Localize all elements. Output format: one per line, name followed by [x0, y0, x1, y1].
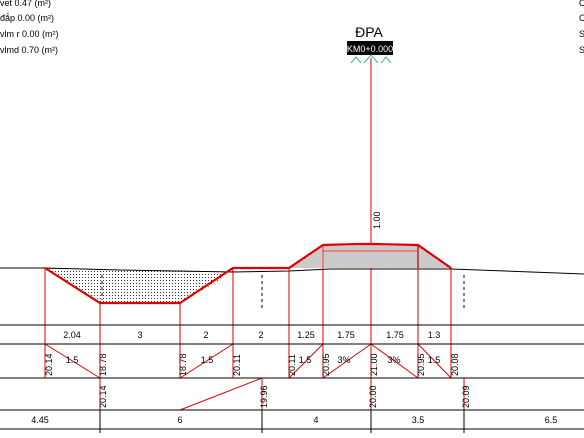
center-height-label: 1.00	[372, 211, 382, 229]
natural-distance: 6	[177, 415, 182, 425]
design-elevation: 18.78	[98, 353, 108, 376]
natural-distance-row: 4.45 6 4 3.5 6.5	[31, 415, 557, 425]
slope-label-row: 1.5 1.5 1.5 3% 3% 1.5	[66, 355, 441, 365]
right-edge-mark: S	[579, 29, 584, 39]
slope-label: 1.5	[428, 355, 441, 365]
right-edge-mark: C	[579, 13, 584, 23]
offset-distance: 1.75	[386, 330, 404, 340]
chainage-box	[347, 41, 393, 55]
natural-distance: 6.5	[545, 415, 558, 425]
design-elevation: 18.78	[178, 353, 188, 376]
right-edge-mark: S	[579, 45, 584, 55]
offset-distance: 2	[258, 330, 263, 340]
design-profile	[44, 242, 452, 305]
slope-label: 3%	[337, 355, 350, 365]
offset-distance: 3	[137, 330, 142, 340]
design-elevation-row: 20.14 18.78 18.78 20.11 20.11 20.95 21.0…	[44, 353, 460, 376]
legend-material-r-area: vlm r 0.00 (m²)	[0, 29, 59, 39]
natural-distance: 3.5	[412, 415, 425, 425]
legend-excavation-area: vet 0.47 (m²)	[0, 0, 52, 8]
chainage-marker-left	[350, 56, 362, 64]
slope-label: 1.5	[299, 355, 312, 365]
slope-label: 1.5	[201, 355, 214, 365]
offset-distance-row: 2.04 3 2 2 1.25 1.75 1.75 1.3	[63, 330, 440, 340]
slope-label: 3%	[387, 355, 400, 365]
design-elevation: 20.11	[232, 354, 242, 376]
offset-distance: 2.04	[63, 330, 81, 340]
offset-distance: 1.3	[428, 330, 441, 340]
natural-distance: 4.45	[31, 415, 49, 425]
chainage-marker-center	[363, 54, 379, 64]
offset-distance: 1.25	[297, 330, 315, 340]
natural-elevation: 20.09	[461, 385, 471, 408]
table-grid	[0, 324, 584, 433]
slope-label: 1.5	[66, 355, 79, 365]
offset-distance: 2	[203, 330, 208, 340]
legend-material-d-area: vlmd 0.70 (m²)	[0, 45, 59, 55]
chainage-marker-right	[380, 56, 392, 64]
natural-elevation: 20.14	[98, 385, 108, 408]
design-elevation: 20.11	[287, 354, 297, 376]
design-elevation: 20.14	[44, 353, 54, 376]
design-elevation: 20.95	[416, 353, 426, 376]
natural-elevation: 19.96	[259, 385, 269, 408]
natural-distance: 4	[313, 415, 318, 425]
design-elevation: 20.95	[321, 353, 331, 376]
design-elevation: 20.08	[450, 353, 460, 376]
station-chainage: KM0+0.000	[347, 44, 393, 54]
legend-fill-area: đắp 0.00 (m²)	[0, 13, 55, 23]
ditch-excavation-hatch	[45, 268, 233, 303]
right-edge-mark: C	[579, 0, 584, 8]
offset-distance: 1.75	[337, 330, 355, 340]
natural-elevation: 20.00	[368, 385, 378, 408]
design-elevation: 21.00	[369, 353, 379, 376]
natural-elevation-row: 20.14 19.96 20.00 20.09	[98, 385, 471, 408]
design-leaders	[44, 245, 465, 411]
station-name: ĐPA	[355, 24, 383, 40]
road-body-hatch	[289, 245, 451, 268]
